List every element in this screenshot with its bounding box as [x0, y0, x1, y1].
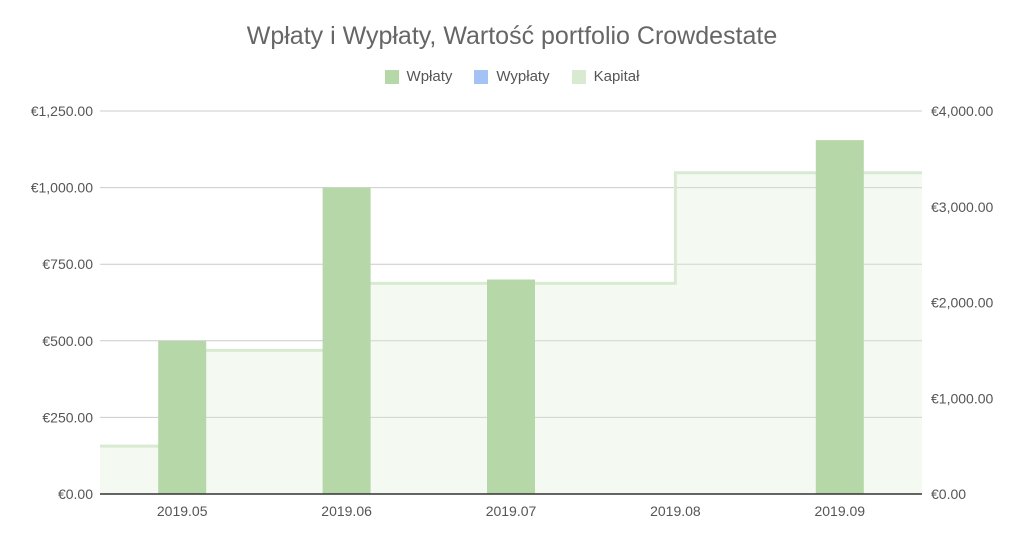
legend-swatch-wyplaty: [474, 69, 489, 84]
legend-label-kapital: Kapitał: [593, 68, 640, 85]
x-tick-label: 2019.06: [321, 503, 372, 519]
right-tick-label: €2,000.00: [931, 295, 993, 311]
left-tick-label: €1,250.00: [31, 103, 93, 119]
x-tick-label: 2019.05: [157, 503, 208, 519]
legend-item-wyplaty: Wypłaty: [474, 68, 550, 85]
left-tick-label: €1,000.00: [31, 180, 93, 196]
right-tick-label: €0.00: [931, 486, 966, 502]
x-tick-label: 2019.09: [814, 503, 865, 519]
bar-wplaty-2019.05: [158, 340, 207, 494]
right-tick-label: €1,000.00: [931, 390, 993, 406]
bar-wplaty-2019.07: [487, 279, 535, 494]
bar-wplaty-2019.06: [322, 187, 371, 494]
legend-swatch-wplaty: [384, 69, 399, 84]
left-tick-label: €250.00: [42, 409, 93, 425]
right-tick-label: €3,000.00: [931, 199, 993, 215]
x-tick-label: 2019.08: [650, 503, 701, 519]
chart-legend: Wpłaty Wypłaty Kapitał: [0, 68, 1024, 85]
legend-label-wplaty: Wpłaty: [406, 68, 453, 85]
left-tick-label: €750.00: [42, 256, 93, 272]
legend-label-wyplaty: Wypłaty: [496, 68, 550, 85]
legend-swatch-kapital: [571, 69, 586, 84]
x-tick-label: 2019.07: [486, 503, 537, 519]
legend-item-kapital: Kapitał: [571, 68, 640, 85]
left-tick-label: €500.00: [42, 333, 93, 349]
left-tick-label: €0.00: [58, 486, 93, 502]
chart-title: Wpłaty i Wypłaty, Wartość portfolio Crow…: [246, 22, 778, 50]
legend-item-wplaty: Wpłaty: [384, 68, 453, 85]
bar-wplaty-2019.09: [815, 140, 864, 494]
right-tick-label: €4,000.00: [931, 103, 993, 119]
